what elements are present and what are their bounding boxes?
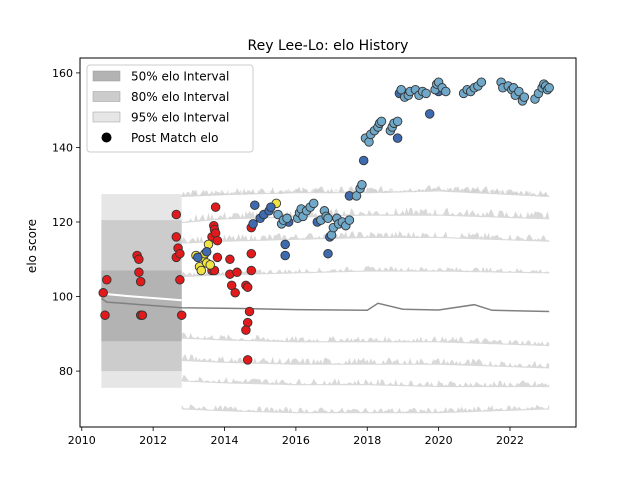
point-dark-12 [323, 248, 333, 259]
point-early-13 [175, 248, 185, 259]
point-light-35 [392, 116, 403, 127]
legend-box [86, 64, 254, 153]
legend-swatch-1 [92, 91, 121, 102]
x-tick-label-2010: 2010 [68, 434, 96, 447]
y-tick-label-160: 160 [52, 67, 73, 80]
point-light-48 [441, 86, 451, 97]
point-light-14 [323, 213, 333, 224]
x-axis: 2010 2012 2014 2016 2018 2020 2022 [68, 427, 524, 447]
y-tick-label-120: 120 [52, 216, 73, 229]
lower-band-95 [181, 375, 550, 388]
post-match-points [98, 77, 554, 365]
point-early-6 [134, 254, 144, 265]
point-mid-2 [196, 265, 207, 276]
legend-label-0: 50% elo Interval [131, 70, 229, 84]
point-early-4 [134, 267, 144, 278]
legend-label-1: 80% elo Interval [131, 90, 229, 104]
point-dark-8 [280, 239, 290, 250]
legend-swatch-0 [92, 70, 121, 82]
point-mid-7 [205, 260, 215, 270]
point-early-29 [232, 267, 242, 278]
plot-area [98, 77, 554, 414]
upper-band-50 [181, 231, 550, 244]
chart-title: Rey Lee-Lo: elo History [248, 38, 409, 54]
y-axis: 80 100 120 140 160 [52, 67, 80, 378]
point-early-7 [135, 276, 146, 287]
point-early-31 [242, 282, 253, 292]
x-tick-label-2018: 2018 [353, 434, 381, 447]
point-light-63 [519, 92, 530, 102]
point-dark-16 [392, 133, 403, 143]
upper-band-80 [181, 207, 550, 224]
interval-bands [101, 184, 550, 414]
point-light-54 [476, 77, 487, 87]
point-light-3 [282, 213, 292, 224]
point-early-1 [100, 310, 110, 320]
point-early-14 [175, 275, 185, 285]
point-dark-1 [201, 247, 212, 257]
point-early-19 [210, 202, 221, 212]
point-dark-0 [193, 252, 203, 263]
point-dark-18 [424, 109, 435, 119]
point-light-22 [351, 191, 362, 201]
x-tick-label-2016: 2016 [282, 434, 310, 447]
lower-band-80 [181, 354, 550, 369]
y-tick-label-80: 80 [59, 365, 73, 378]
x-tick-label-2022: 2022 [496, 434, 524, 447]
point-early-0 [98, 288, 108, 298]
point-early-22 [212, 252, 223, 263]
x-tick-label-2014: 2014 [211, 434, 239, 447]
legend-label-2: 95% elo Interval [131, 111, 229, 125]
upper-band-inner [181, 266, 550, 278]
upper-band-95 [181, 184, 550, 197]
point-light-24 [357, 179, 367, 190]
point-dark-9 [280, 250, 290, 261]
median-early-highlight [101, 292, 182, 302]
point-dark-15 [358, 155, 369, 166]
point-dark-2 [248, 219, 258, 229]
lower-band-outer [181, 404, 550, 414]
point-early-35 [242, 355, 253, 365]
point-early-9 [171, 209, 182, 220]
y-tick-label-140: 140 [52, 141, 73, 154]
point-dark-3 [250, 200, 260, 210]
point-early-34 [241, 325, 251, 335]
legend-swatch-2 [92, 111, 121, 123]
point-dark-7 [266, 202, 276, 212]
point-early-36 [246, 265, 257, 276]
median-line-group [100, 292, 550, 313]
plot-frame [79, 57, 577, 428]
point-light-31 [376, 116, 387, 127]
y-tick-label-100: 100 [52, 291, 73, 304]
point-early-10 [171, 232, 182, 242]
point-light-21 [344, 215, 355, 225]
median-elo-line [100, 297, 550, 313]
y-axis-label: elo score [25, 219, 39, 273]
point-early-28 [230, 288, 240, 298]
point-early-32 [244, 306, 255, 317]
legend: 50% elo Interval 80% elo Interval 95% elo … [86, 64, 254, 153]
point-light-43 [421, 88, 431, 99]
x-tick-label-2012: 2012 [139, 434, 167, 447]
legend-label-3: Post Match elo [131, 131, 218, 145]
point-early-15 [176, 310, 187, 320]
point-early-37 [246, 248, 257, 259]
lower-band-50 [181, 332, 550, 347]
point-early-25 [225, 254, 235, 265]
point-early-8 [137, 310, 148, 320]
point-early-21 [212, 235, 223, 246]
point-early-2 [102, 275, 112, 285]
point-light-10 [308, 198, 319, 209]
legend-marker-3 [101, 132, 112, 143]
x-tick-label-2020: 2020 [425, 434, 453, 447]
point-light-70 [544, 83, 554, 93]
